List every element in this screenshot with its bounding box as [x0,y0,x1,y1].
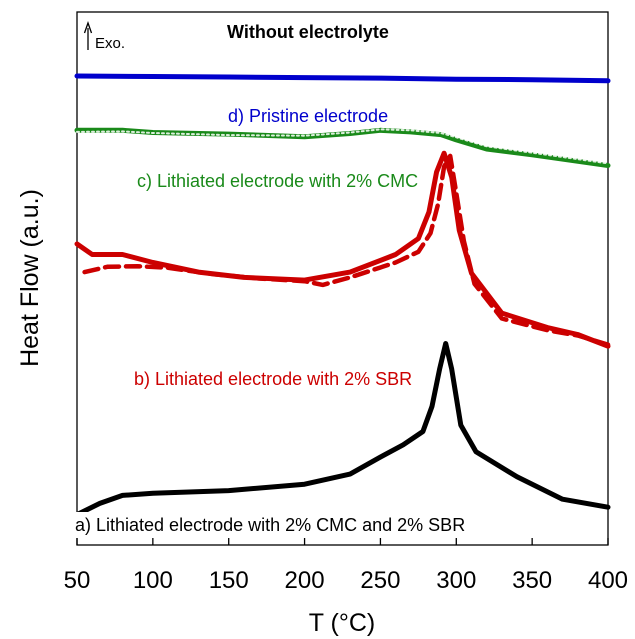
x-tick-label: 300 [436,567,476,594]
x-tick-label: 50 [64,567,91,594]
exo-annotation: Exo. [95,35,125,52]
series-label-d: d) Pristine electrode [228,106,388,126]
x-tick-label: 250 [360,567,400,594]
x-tick-label: 150 [209,567,249,594]
series-line-4 [82,153,611,347]
series-line-3 [74,150,611,349]
chart-title: Without electrolyte [227,22,389,42]
series-line-2 [76,128,609,165]
series-label-c: c) Lithiated electrode with 2% CMC [137,171,418,191]
x-tick-label: 100 [133,567,173,594]
series-line-5 [74,341,611,518]
plot-area [76,11,609,546]
x-axis-ticks: 50 100 150 200 250 300 350 400 [64,538,628,594]
series-label-a: a) Lithiated electrode with 2% CMC and 2… [75,515,465,535]
series-line-0 [74,73,611,84]
x-tick-label: 350 [512,567,552,594]
series-layer [74,73,611,518]
series-label-a-background [72,512,605,538]
x-tick-label: 200 [285,567,325,594]
y-axis-title: Heat Flow (a.u.) [16,189,44,367]
series-line-1 [74,127,611,168]
x-tick-label: 400 [588,567,628,594]
exo-arrow-icon [83,21,93,50]
x-axis-title: T (°C) [309,609,375,637]
series-label-b: b) Lithiated electrode with 2% SBR [134,369,412,389]
